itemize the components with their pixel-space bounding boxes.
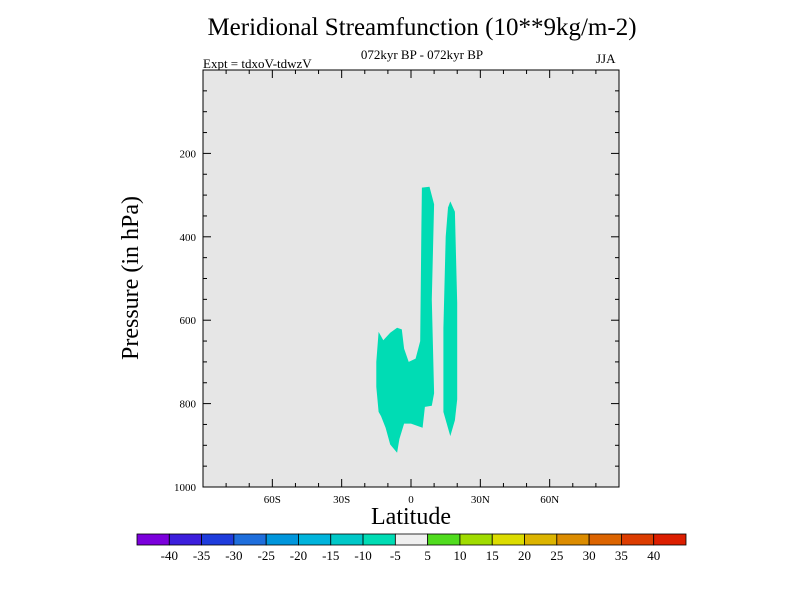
colorbar-swatch	[298, 533, 332, 546]
contour-region-1	[376, 186, 435, 453]
x-tick-label: 30S	[333, 494, 350, 506]
axis-ticks	[203, 70, 619, 487]
x-tick-label: 0	[408, 494, 414, 506]
colorbar-labels: -40 -35 -30 -25 -20 -15 -10 -5 5 10 15 20 25 30 35 40	[161, 548, 661, 563]
colorbar-label: -40	[161, 548, 178, 563]
contour-layer	[376, 186, 458, 453]
colorbar-swatch	[136, 533, 170, 546]
colorbar-label: -10	[354, 548, 371, 563]
colorbar-swatch	[427, 533, 461, 546]
colorbar	[136, 533, 687, 546]
colorbar-swatch	[524, 533, 558, 546]
colorbar-swatch	[201, 533, 235, 546]
x-tick-label: 60N	[540, 494, 559, 506]
colorbar-swatch	[491, 533, 525, 546]
colorbar-swatch	[233, 533, 267, 546]
season-label: JJA	[596, 51, 616, 66]
colorbar-label: -5	[390, 548, 401, 563]
colorbar-label: 40	[647, 548, 660, 563]
colorbar-label: 30	[583, 548, 596, 563]
colorbar-label: 25	[550, 548, 563, 563]
colorbar-swatch	[588, 533, 622, 546]
colorbar-swatch	[265, 533, 299, 546]
colorbar-swatch	[394, 533, 429, 546]
colorbar-swatch	[362, 533, 396, 546]
colorbar-label: 15	[486, 548, 499, 563]
colorbar-swatch	[168, 533, 202, 546]
colorbar-swatch	[621, 533, 655, 546]
chart-title: Meridional Streamfunction (10**9kg/m-2)	[207, 14, 637, 41]
colorbar-label: 35	[615, 548, 628, 563]
colorbar-label: 10	[453, 548, 466, 563]
y-tick-label: 600	[180, 315, 197, 327]
colorbar-swatch	[556, 533, 590, 546]
x-tick-labels: 60S 30S 0 30N 60N	[264, 494, 559, 506]
colorbar-swatch	[459, 533, 493, 546]
colorbar-label: 5	[424, 548, 431, 563]
x-tick-label: 30N	[471, 494, 490, 506]
colorbar-label: 20	[518, 548, 531, 563]
y-tick-labels: 200 400 600 800 1000	[174, 148, 197, 494]
y-tick-label: 400	[180, 232, 197, 244]
chart-subtitle: 072kyr BP - 072kyr BP	[360, 47, 484, 62]
colorbar-swatch	[330, 533, 364, 546]
y-axis-label: Pressure (in hPa)	[118, 196, 144, 360]
plot-background	[202, 69, 620, 488]
colorbar-label: -30	[225, 548, 242, 563]
colorbar-label: -25	[258, 548, 275, 563]
colorbar-label: -35	[193, 548, 210, 563]
x-tick-label: 60S	[264, 494, 281, 506]
experiment-label: Expt = tdxoV-tdwzV	[203, 56, 312, 71]
x-axis-label: Latitude	[371, 504, 451, 530]
plot-frame	[202, 69, 620, 488]
colorbar-label: -20	[290, 548, 307, 563]
y-tick-label: 200	[180, 148, 197, 160]
colorbar-label: -15	[322, 548, 339, 563]
y-tick-label: 800	[180, 399, 197, 411]
colorbar-swatch	[653, 533, 687, 546]
y-tick-label: 1000	[174, 482, 197, 494]
contour-region-2	[443, 201, 458, 437]
